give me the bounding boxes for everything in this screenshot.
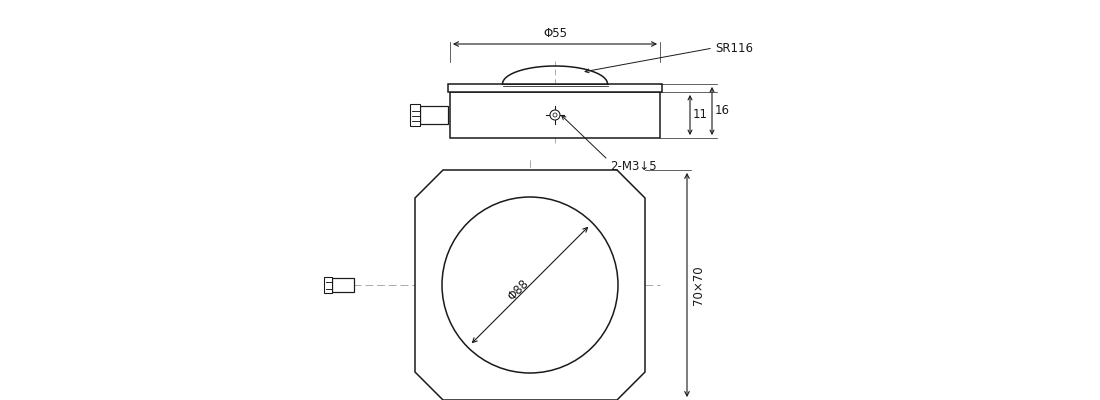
Bar [324, 277, 332, 293]
Bar [420, 106, 448, 124]
Bar [448, 84, 662, 92]
Circle shape [553, 113, 557, 117]
Bar [450, 92, 660, 138]
Text: Φ88: Φ88 [505, 277, 531, 303]
Text: 2-M3↓5: 2-M3↓5 [610, 160, 657, 172]
Text: 16: 16 [715, 104, 730, 118]
Polygon shape [415, 170, 645, 400]
Text: 70×70: 70×70 [692, 265, 705, 305]
Text: SR116: SR116 [715, 42, 754, 54]
Circle shape [442, 197, 618, 373]
Bar [332, 278, 354, 292]
Circle shape [550, 110, 560, 120]
Text: 11: 11 [693, 108, 708, 122]
Text: Φ55: Φ55 [543, 27, 566, 40]
Bar [410, 104, 420, 126]
